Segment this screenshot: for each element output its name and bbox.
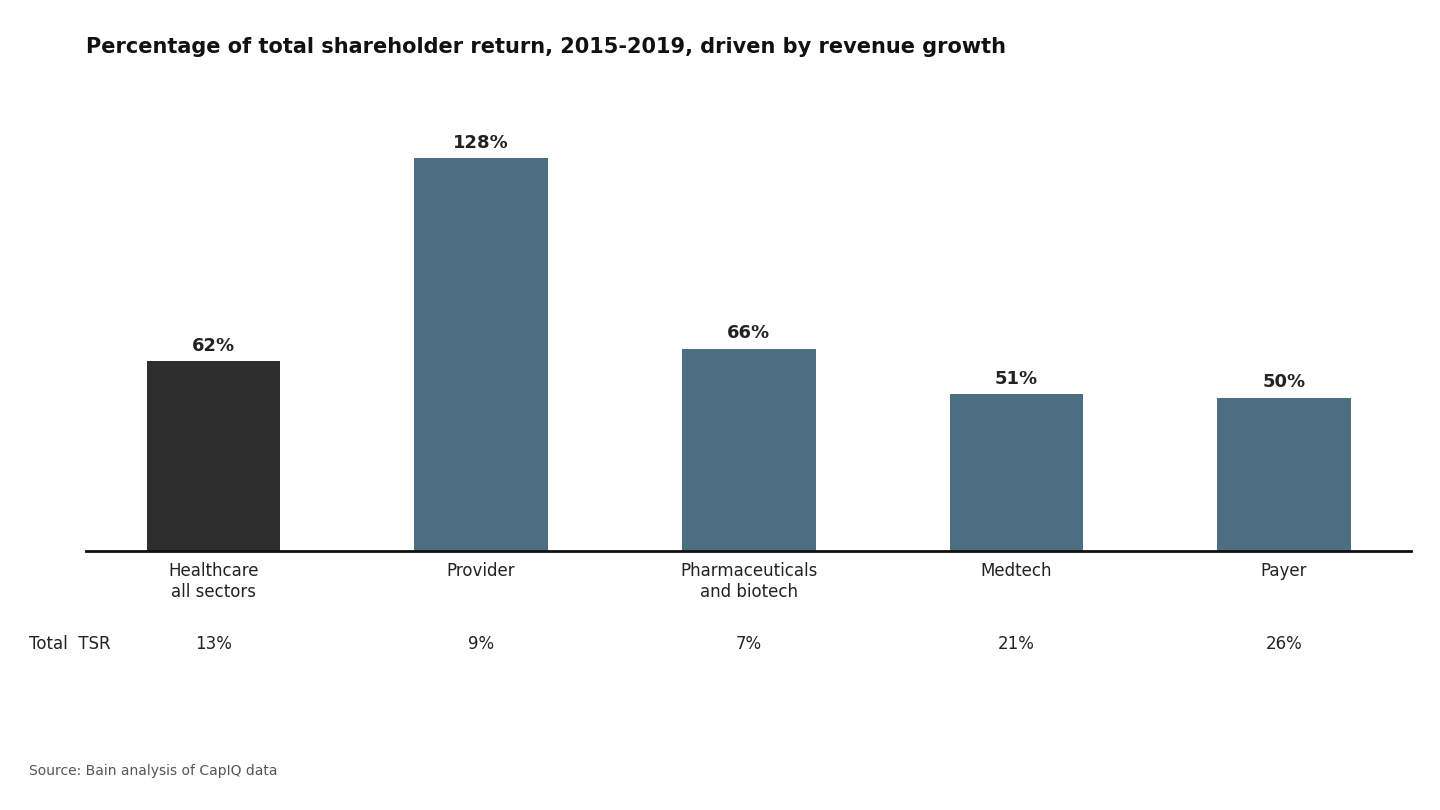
Text: Source: Bain analysis of CapIQ data: Source: Bain analysis of CapIQ data [29, 764, 278, 778]
Text: 66%: 66% [727, 324, 770, 343]
Bar [1217, 398, 1351, 551]
Bar [683, 348, 815, 551]
Text: Percentage of total shareholder return, 2015-2019, driven by revenue growth: Percentage of total shareholder return, … [86, 36, 1007, 57]
Text: 50%: 50% [1263, 373, 1306, 391]
Text: 7%: 7% [736, 635, 762, 653]
Text: Total  TSR: Total TSR [29, 635, 111, 653]
Text: 9%: 9% [468, 635, 494, 653]
Text: 51%: 51% [995, 370, 1038, 388]
Text: 21%: 21% [998, 635, 1035, 653]
Bar [415, 159, 549, 551]
Text: 13%: 13% [194, 635, 232, 653]
Bar [949, 394, 1083, 551]
Text: 26%: 26% [1266, 635, 1302, 653]
Text: 62%: 62% [192, 337, 235, 355]
Bar [147, 360, 281, 551]
Text: 128%: 128% [454, 134, 508, 152]
